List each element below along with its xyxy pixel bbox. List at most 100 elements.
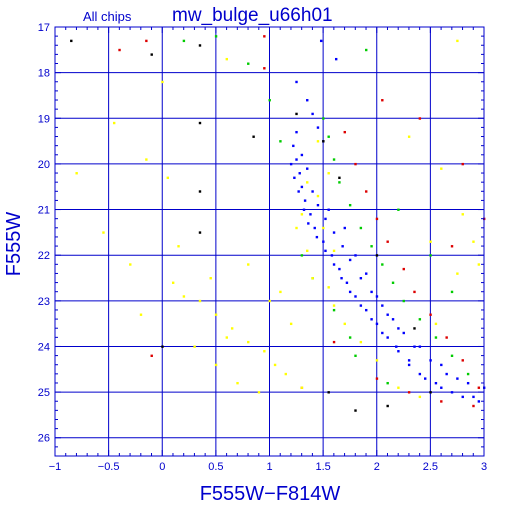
data-point-s3-7 — [429, 391, 431, 393]
data-point-s1-15 — [301, 254, 303, 256]
data-point-s4-6 — [263, 350, 265, 352]
data-point-s4-11 — [215, 364, 217, 366]
data-point-s2-14 — [376, 377, 378, 379]
data-point-s4-23 — [167, 177, 169, 179]
data-point-s3-3 — [199, 122, 201, 124]
data-point-s0-3 — [301, 186, 303, 188]
data-point-s4-34 — [327, 286, 329, 288]
data-point-s0-8 — [331, 254, 333, 256]
data-point-s0-11 — [354, 295, 356, 297]
data-point-s0-74 — [335, 58, 337, 60]
data-point-s0-17 — [424, 377, 426, 379]
data-point-s1-5 — [360, 227, 362, 229]
data-point-s4-37 — [360, 341, 362, 343]
data-point-s0-24 — [311, 190, 313, 192]
data-point-s4-48 — [408, 136, 410, 138]
data-point-s4-18 — [177, 245, 179, 247]
data-point-s4-12 — [236, 382, 238, 384]
y-tick-label: 18 — [38, 68, 50, 80]
data-point-s0-0 — [292, 145, 294, 147]
data-point-s0-65 — [365, 272, 367, 274]
data-point-s0-21 — [295, 131, 297, 133]
data-point-s3-2 — [199, 44, 201, 46]
data-point-s4-3 — [215, 314, 217, 316]
x-tick-label: −0.5 — [98, 461, 120, 473]
data-point-s2-13 — [408, 391, 410, 393]
data-point-s0-45 — [324, 250, 326, 252]
data-point-s0-36 — [429, 359, 431, 361]
data-point-s2-20 — [462, 163, 464, 165]
data-point-s0-31 — [370, 291, 372, 293]
data-point-s0-29 — [349, 259, 351, 261]
y-tick-label: 26 — [38, 433, 50, 445]
data-point-s0-37 — [445, 373, 447, 375]
data-point-s4-29 — [311, 277, 313, 279]
data-point-s3-0 — [70, 40, 72, 42]
data-point-s2-10 — [478, 387, 480, 389]
data-point-s2-17 — [145, 40, 147, 42]
data-point-s1-10 — [419, 318, 421, 320]
data-point-s4-38 — [376, 359, 378, 361]
data-point-s4-25 — [75, 172, 77, 174]
data-point-s0-34 — [403, 332, 405, 334]
data-point-s4-16 — [290, 323, 292, 325]
data-point-s4-54 — [247, 263, 249, 265]
data-point-s1-2 — [333, 158, 335, 160]
data-point-s0-12 — [365, 309, 367, 311]
data-point-s0-75 — [295, 81, 297, 83]
data-point-s3-12 — [295, 113, 297, 115]
data-point-s0-55 — [435, 382, 437, 384]
data-point-s3-5 — [199, 231, 201, 233]
chart-title: mw_bulge_u66h01 — [172, 5, 333, 26]
data-point-s0-38 — [467, 382, 469, 384]
data-point-s1-23 — [429, 254, 431, 256]
data-point-s0-18 — [440, 387, 442, 389]
data-point-s0-52 — [395, 345, 397, 347]
data-point-s0-49 — [360, 304, 362, 306]
data-point-s0-33 — [392, 318, 394, 320]
data-point-s4-39 — [397, 387, 399, 389]
data-point-s0-56 — [451, 391, 453, 393]
data-point-s4-32 — [317, 195, 319, 197]
y-tick-label: 20 — [38, 159, 50, 171]
data-point-s4-21 — [113, 122, 115, 124]
data-point-s4-52 — [306, 181, 308, 183]
data-point-s0-68 — [397, 327, 399, 329]
data-point-s4-13 — [258, 391, 260, 393]
data-point-s0-10 — [346, 282, 348, 284]
data-point-s2-3 — [376, 218, 378, 220]
data-point-s0-4 — [304, 199, 306, 201]
data-point-s4-30 — [317, 140, 319, 142]
data-point-s2-1 — [354, 163, 356, 165]
chart-subtitle: All chips — [83, 9, 132, 24]
data-point-s0-15 — [397, 350, 399, 352]
y-tick-label: 25 — [38, 387, 50, 399]
data-point-s4-0 — [172, 282, 174, 284]
data-point-s1-25 — [354, 355, 356, 357]
data-point-s1-21 — [269, 99, 271, 101]
data-point-s3-15 — [413, 327, 415, 329]
data-point-s0-9 — [338, 268, 340, 270]
data-point-s4-49 — [456, 40, 458, 42]
data-point-s0-43 — [307, 222, 309, 224]
data-point-s2-8 — [445, 336, 447, 338]
data-point-s1-28 — [365, 49, 367, 51]
data-point-s0-50 — [370, 318, 372, 320]
data-point-s4-47 — [440, 167, 442, 169]
data-point-s1-14 — [279, 140, 281, 142]
data-point-s4-1 — [183, 295, 185, 297]
data-point-s0-27 — [333, 231, 335, 233]
data-point-s2-16 — [118, 49, 120, 51]
data-point-s0-20 — [478, 400, 480, 402]
data-point-s1-6 — [370, 245, 372, 247]
data-point-s4-24 — [102, 231, 104, 233]
data-point-s0-41 — [297, 190, 299, 192]
data-point-s0-39 — [290, 163, 292, 165]
data-point-s3-14 — [376, 254, 378, 256]
data-point-s4-15 — [279, 291, 281, 293]
y-axis-label: F555W — [3, 212, 25, 277]
data-point-s2-5 — [403, 268, 405, 270]
data-point-s0-57 — [472, 396, 474, 398]
data-point-s2-12 — [440, 400, 442, 402]
y-tick-labels: 17 18 19 20 21 22 23 24 25 26 — [38, 22, 50, 445]
